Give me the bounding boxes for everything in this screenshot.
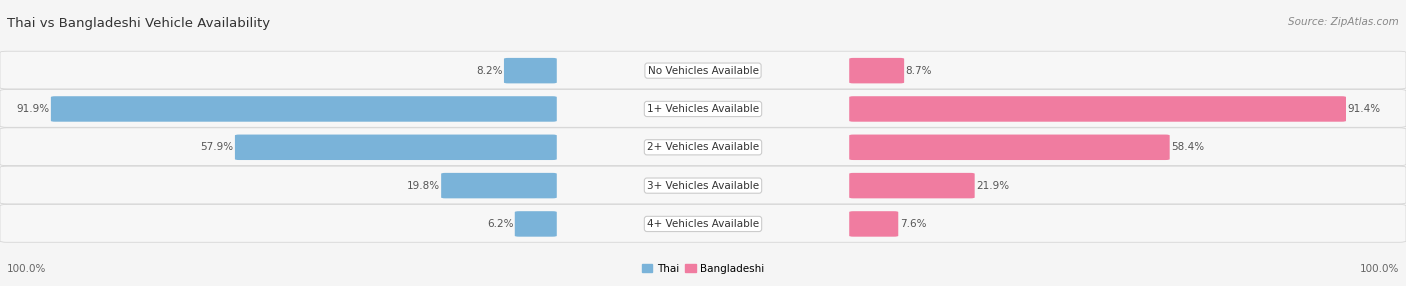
Text: No Vehicles Available: No Vehicles Available: [648, 66, 758, 76]
Text: 8.2%: 8.2%: [477, 66, 502, 76]
Text: 100.0%: 100.0%: [7, 264, 46, 274]
Text: 58.4%: 58.4%: [1171, 142, 1204, 152]
Text: 8.7%: 8.7%: [905, 66, 932, 76]
FancyBboxPatch shape: [0, 128, 1406, 166]
FancyBboxPatch shape: [849, 96, 1346, 122]
Text: 100.0%: 100.0%: [1360, 264, 1399, 274]
FancyBboxPatch shape: [849, 211, 898, 237]
Text: 4+ Vehicles Available: 4+ Vehicles Available: [647, 219, 759, 229]
Text: 6.2%: 6.2%: [486, 219, 513, 229]
FancyBboxPatch shape: [0, 51, 1406, 89]
FancyBboxPatch shape: [0, 204, 1406, 242]
FancyBboxPatch shape: [849, 173, 974, 198]
FancyBboxPatch shape: [503, 58, 557, 84]
FancyBboxPatch shape: [51, 96, 557, 122]
Legend: Thai, Bangladeshi: Thai, Bangladeshi: [638, 260, 768, 278]
FancyBboxPatch shape: [849, 58, 904, 84]
FancyBboxPatch shape: [0, 90, 1406, 127]
Text: 19.8%: 19.8%: [406, 181, 440, 190]
FancyBboxPatch shape: [441, 173, 557, 198]
Text: 2+ Vehicles Available: 2+ Vehicles Available: [647, 142, 759, 152]
Text: Thai vs Bangladeshi Vehicle Availability: Thai vs Bangladeshi Vehicle Availability: [7, 17, 270, 30]
Text: 91.9%: 91.9%: [17, 104, 49, 114]
Text: 57.9%: 57.9%: [201, 142, 233, 152]
Text: 1+ Vehicles Available: 1+ Vehicles Available: [647, 104, 759, 114]
Text: 3+ Vehicles Available: 3+ Vehicles Available: [647, 181, 759, 190]
FancyBboxPatch shape: [0, 166, 1406, 204]
FancyBboxPatch shape: [849, 134, 1170, 160]
Text: 7.6%: 7.6%: [900, 219, 927, 229]
Text: 21.9%: 21.9%: [976, 181, 1010, 190]
Text: Source: ZipAtlas.com: Source: ZipAtlas.com: [1288, 17, 1399, 27]
FancyBboxPatch shape: [235, 134, 557, 160]
Text: 91.4%: 91.4%: [1347, 104, 1381, 114]
FancyBboxPatch shape: [515, 211, 557, 237]
